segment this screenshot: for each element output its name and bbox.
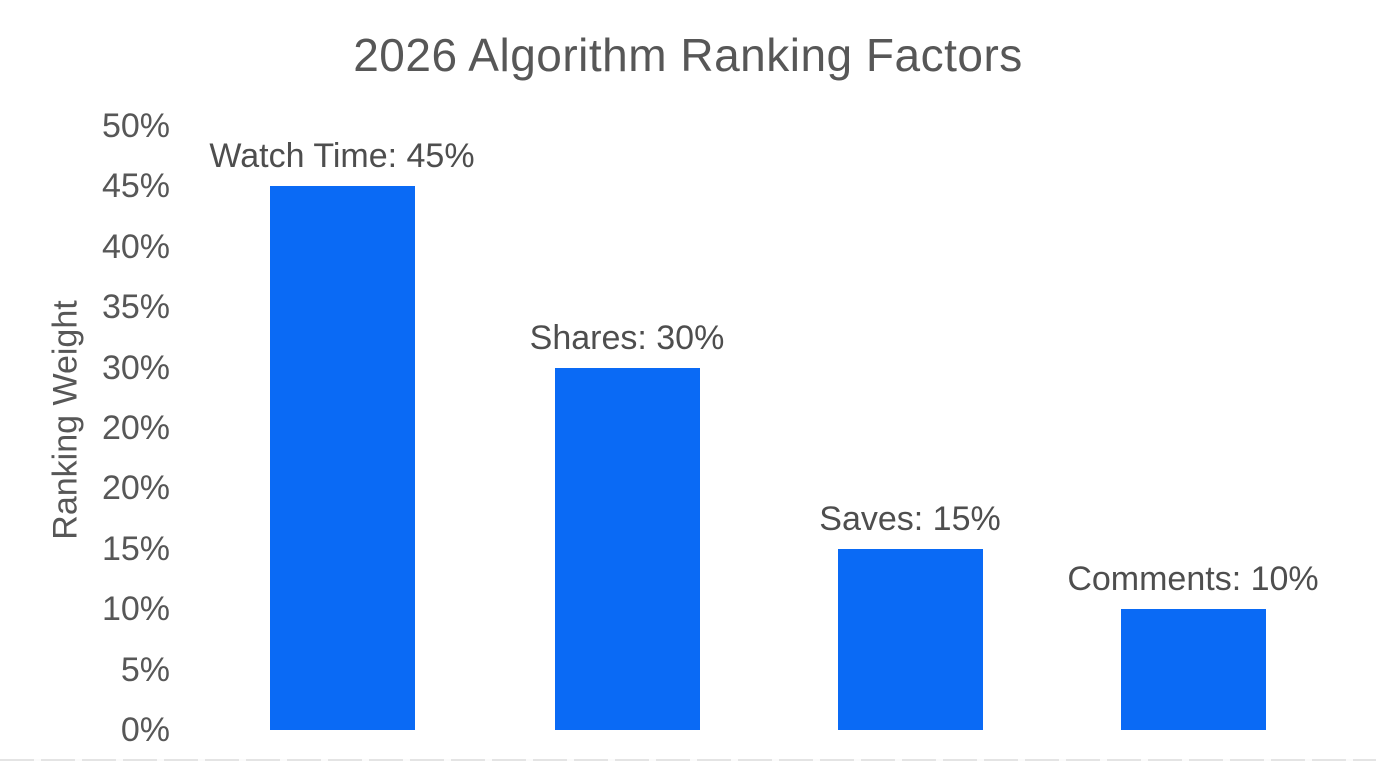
- y-axis-tick-label: 35%: [101, 288, 170, 327]
- y-axis-tick-label: 30%: [101, 348, 170, 387]
- bar-label-saves: Saves: 15%: [819, 499, 1001, 538]
- bar-shares: [554, 367, 700, 730]
- y-axis-tick-labels: 50% 45% 40% 35% 30% 20% 20% 15% 10% 5% 0%: [0, 0, 170, 768]
- bar-watch-time: [269, 186, 415, 730]
- y-axis-tick-label: 20%: [101, 409, 170, 447]
- bar-saves: [837, 548, 983, 730]
- bar-label-watch-time: Watch Time: 45%: [209, 137, 475, 176]
- y-axis-tick-label: 50%: [101, 107, 170, 145]
- y-axis-tick-label: 40%: [101, 227, 170, 266]
- chart-title: 2026 Algorithm Ranking Factors: [353, 29, 1023, 81]
- y-axis-tick-label: 0%: [120, 711, 170, 749]
- bar-comments: [1120, 609, 1266, 730]
- bottom-hairline: [0, 759, 1376, 761]
- y-axis-tick-label: 15%: [101, 529, 170, 568]
- y-axis-tick-label: 45%: [101, 167, 170, 206]
- y-axis-tick-label: 10%: [101, 590, 170, 629]
- y-axis-tick-label: 20%: [101, 469, 170, 508]
- y-axis-tick-label: 5%: [120, 650, 170, 689]
- bar-label-comments: Comments: 10%: [1067, 560, 1319, 599]
- bar-label-shares: Shares: 30%: [529, 318, 725, 357]
